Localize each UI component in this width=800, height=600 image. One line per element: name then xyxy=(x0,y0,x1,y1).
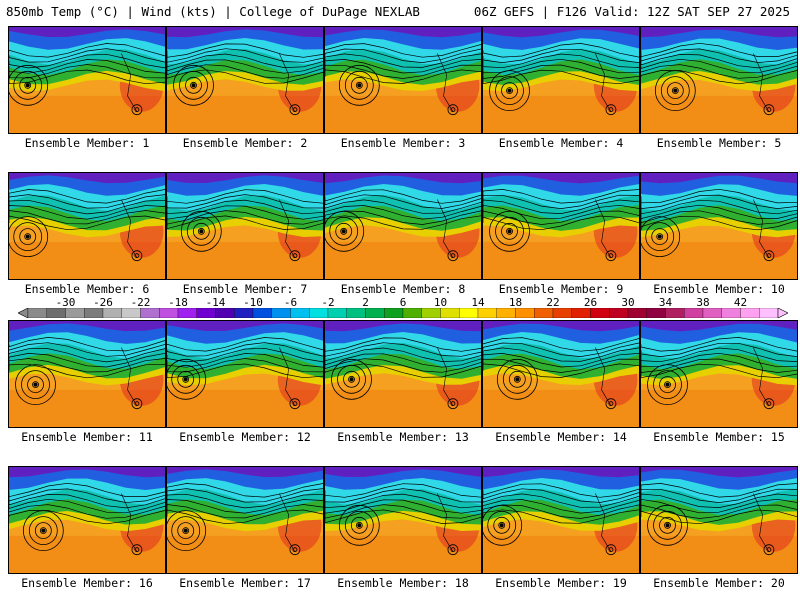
ensemble-map-panel xyxy=(166,172,324,280)
colorbar-tick-label: -2 xyxy=(321,296,335,309)
ensemble-member-label: Ensemble Member: 12 xyxy=(179,430,311,444)
colorbar-tick-label: -18 xyxy=(168,296,188,309)
ensemble-member-label: Ensemble Member: 17 xyxy=(179,576,311,590)
colorbar-tick-label: 2 xyxy=(362,296,369,309)
ensemble-map-panel xyxy=(482,320,640,428)
ensemble-member-label: Ensemble Member: 19 xyxy=(495,576,627,590)
ensemble-member-label: Ensemble Member: 2 xyxy=(182,136,308,150)
colorbar-tick-label: 30 xyxy=(621,296,635,309)
colorbar-tick-label: 18 xyxy=(508,296,523,309)
colorbar-tick-label: -14 xyxy=(205,296,226,309)
colorbar-tick-label: 34 xyxy=(658,296,673,309)
ensemble-member-label: Ensemble Member: 7 xyxy=(182,282,308,296)
temperature-wind-map xyxy=(9,173,165,279)
temperature-wind-map xyxy=(483,321,639,427)
temperature-wind-map xyxy=(9,27,165,133)
ensemble-member-label: Ensemble Member: 6 xyxy=(24,282,150,296)
temperature-wind-map xyxy=(167,173,323,279)
ensemble-member-label: Ensemble Member: 9 xyxy=(498,282,624,296)
temperature-wind-map xyxy=(483,467,639,573)
ensemble-member-label: Ensemble Member: 14 xyxy=(495,430,627,444)
ensemble-member-label: Ensemble Member: 5 xyxy=(656,136,782,150)
header-title: 850mb Temp (°C) | Wind (kts) | College o… xyxy=(6,4,420,19)
colorbar-tick-label: 42 xyxy=(733,296,748,309)
colorbar-tick-label: 38 xyxy=(696,296,710,309)
ensemble-member-label: Ensemble Member: 8 xyxy=(340,282,466,296)
ensemble-member-label: Ensemble Member: 20 xyxy=(653,576,785,590)
ensemble-member-label: Ensemble Member: 16 xyxy=(21,576,153,590)
ensemble-member-label: Ensemble Member: 11 xyxy=(21,430,153,444)
ensemble-map-panel xyxy=(166,320,324,428)
ensemble-member-label: Ensemble Member: 4 xyxy=(498,136,624,150)
colorbar-tick-label: 26 xyxy=(583,296,598,309)
ensemble-member-label: Ensemble Member: 10 xyxy=(653,282,785,296)
ensemble-map-panel xyxy=(166,26,324,134)
ensemble-map-panel xyxy=(8,466,166,574)
ensemble-map-panel xyxy=(324,172,482,280)
colorbar-tick-label: 14 xyxy=(471,296,485,309)
temperature-wind-map xyxy=(167,27,323,133)
temperature-wind-map xyxy=(9,321,165,427)
colorbar-tick-label: -6 xyxy=(283,296,298,309)
ensemble-member-label: Ensemble Member: 15 xyxy=(653,430,785,444)
temperature-colorbar xyxy=(18,308,788,318)
ensemble-map-panel xyxy=(324,320,482,428)
ensemble-member-label: Ensemble Member: 13 xyxy=(337,430,469,444)
temperature-wind-map xyxy=(641,467,797,573)
ensemble-map-panel xyxy=(482,172,640,280)
ensemble-map-panel xyxy=(8,172,166,280)
temperature-wind-map xyxy=(641,27,797,133)
colorbar-tick-label: 22 xyxy=(546,296,560,309)
ensemble-member-label: Ensemble Member: 18 xyxy=(337,576,469,590)
ensemble-map-panel xyxy=(8,320,166,428)
header-run-info: 06Z GEFS | F126 Valid: 12Z SAT SEP 27 20… xyxy=(473,4,790,19)
colorbar-tick-label: -10 xyxy=(243,296,263,309)
ensemble-map-panel xyxy=(640,172,798,280)
temperature-wind-map xyxy=(167,321,323,427)
ensemble-map-panel xyxy=(482,26,640,134)
temperature-wind-map xyxy=(325,467,481,573)
colorbar-tick-label: -22 xyxy=(130,296,151,309)
temperature-wind-map xyxy=(9,467,165,573)
ensemble-map-panel xyxy=(640,466,798,574)
temperature-wind-map xyxy=(325,321,481,427)
ensemble-member-label: Ensemble Member: 3 xyxy=(340,136,466,150)
ensemble-map-panel xyxy=(640,26,798,134)
temperature-wind-map xyxy=(325,173,481,279)
temperature-wind-map xyxy=(483,173,639,279)
ensemble-map-panel xyxy=(324,26,482,134)
temperature-wind-map xyxy=(483,27,639,133)
ensemble-map-panel xyxy=(8,26,166,134)
ensemble-map-panel xyxy=(482,466,640,574)
colorbar-tick-label: 6 xyxy=(399,296,407,309)
ensemble-member-label: Ensemble Member: 1 xyxy=(24,136,150,150)
temperature-wind-map xyxy=(641,173,797,279)
ensemble-map-panel xyxy=(166,466,324,574)
colorbar-tick-label: -30 xyxy=(55,296,76,309)
ensemble-map-panel xyxy=(324,466,482,574)
colorbar-tick-label: 10 xyxy=(433,296,448,309)
temperature-wind-map xyxy=(641,321,797,427)
ensemble-map-panel xyxy=(640,320,798,428)
colorbar-tick-label: -26 xyxy=(93,296,113,309)
temperature-wind-map xyxy=(325,27,481,133)
temperature-wind-map xyxy=(167,467,323,573)
